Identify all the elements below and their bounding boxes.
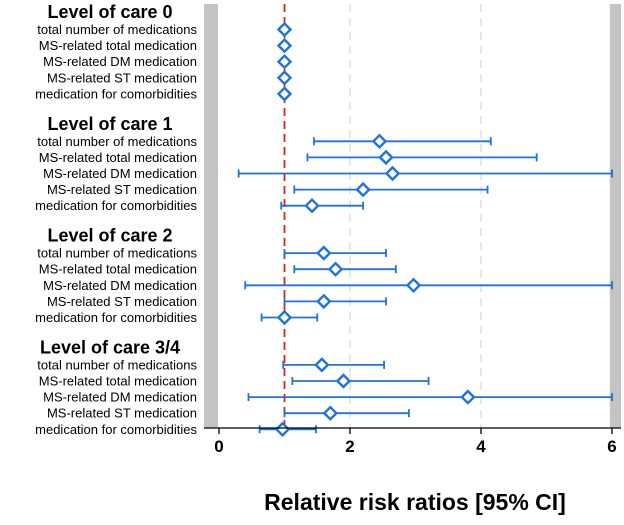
plot-marks [237,21,613,437]
row-label: medication for comorbidities [35,422,197,437]
row-label: MS-related total medication [39,38,197,53]
estimate-marker [384,165,401,182]
estimate-marker [335,373,352,389]
estimate-marker [316,245,332,261]
estimate-marker [378,149,394,166]
estimate-marker [276,309,293,326]
row-label: medication for comorbidities [35,198,197,213]
estimate-marker [276,54,293,70]
estimate-marker [327,261,344,277]
row-label: MS-related DM medication [43,166,197,181]
estimate-marker [276,86,293,102]
estimate-marker [316,293,332,310]
estimate-marker [276,37,293,54]
row-label: total number of medications [37,246,197,261]
row-label: total number of medications [37,22,197,37]
estimate-marker [276,70,293,86]
group-title: Level of care 2 [47,226,172,246]
row-label: total number of medications [37,357,197,372]
row-label: total number of medications [37,134,197,149]
row-label: MS-related ST medication [47,182,197,197]
row-label: MS-related total medication [39,150,197,165]
estimate-marker [371,133,388,149]
estimate-marker [460,389,476,405]
estimate-marker [274,421,291,437]
estimate-marker [304,198,320,214]
group-title: Level of care 1 [47,114,172,134]
estimate-marker [355,181,371,198]
row-label: MS-related total medication [39,374,197,389]
x-tick-label: 4 [476,437,486,456]
left-edge-band [204,4,218,428]
row-label: MS-related ST medication [47,406,197,421]
estimate-marker [322,405,339,421]
estimate-marker [276,21,293,38]
row-label: MS-related ST medication [47,70,197,85]
row-label: MS-related DM medication [43,278,197,293]
row-label: medication for comorbidities [35,310,197,325]
estimate-marker [405,277,422,293]
row-label: MS-related ST medication [47,294,197,309]
group-title: Level of care 0 [47,2,172,22]
x-tick-label: 0 [214,437,223,456]
x-tick-label: 2 [345,437,354,456]
x-tick-label: 6 [607,437,616,456]
row-label: MS-related DM medication [43,390,197,405]
plot-background [204,4,621,428]
x-axis-title: Relative risk ratios [95% CI] [264,489,566,515]
estimate-marker [314,357,330,373]
right-edge-band [609,4,621,428]
row-label: medication for comorbidities [35,86,197,101]
group-title: Level of care 3/4 [40,337,180,357]
row-label: MS-related total medication [39,262,197,277]
row-label: MS-related DM medication [43,54,197,69]
x-axis: 0 2 4 6 [204,427,621,456]
